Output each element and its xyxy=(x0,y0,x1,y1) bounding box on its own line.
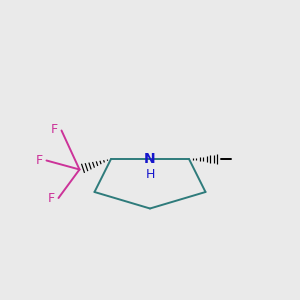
Text: H: H xyxy=(145,168,155,181)
Text: F: F xyxy=(48,191,55,205)
Text: F: F xyxy=(36,154,43,167)
Text: F: F xyxy=(51,122,58,136)
Text: N: N xyxy=(144,152,156,166)
